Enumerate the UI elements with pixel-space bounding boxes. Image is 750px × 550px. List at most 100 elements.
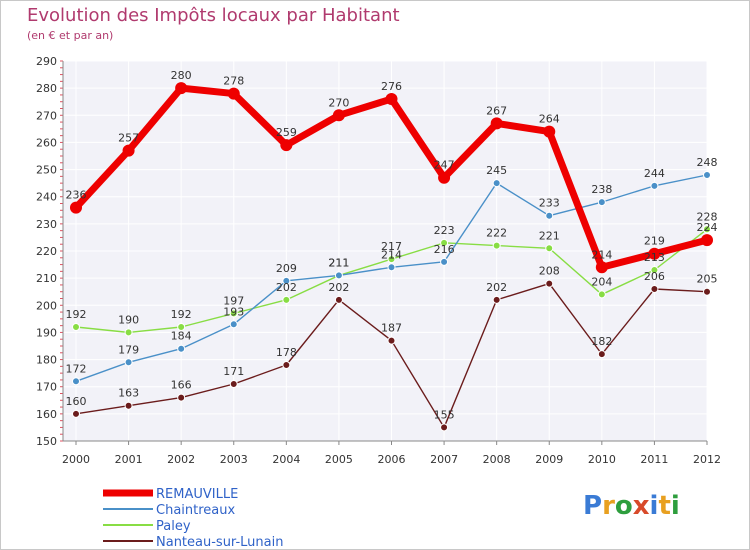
chart-subtitle: (en € et par an) — [27, 29, 114, 42]
data-point — [387, 336, 396, 345]
proxiti-logo: Proxiti — [583, 491, 680, 521]
data-point — [72, 409, 80, 418]
data-label: 270 — [328, 96, 349, 109]
data-point — [280, 139, 293, 152]
data-point — [597, 350, 606, 359]
data-label: 171 — [223, 365, 244, 378]
data-label: 257 — [118, 132, 139, 145]
x-tick-label: 2002 — [167, 453, 195, 466]
y-tick-label: 240 — [36, 191, 57, 204]
legend-label: REMAUVILLE — [156, 487, 238, 502]
data-point — [703, 287, 711, 296]
data-label: 205 — [697, 273, 718, 286]
data-label: 244 — [644, 167, 665, 180]
data-label: 163 — [118, 387, 139, 400]
x-tick-label: 2007 — [430, 453, 458, 466]
data-point — [595, 261, 608, 274]
data-point — [175, 82, 188, 95]
y-tick-label: 170 — [36, 381, 57, 394]
y-tick-label: 290 — [36, 55, 57, 68]
data-point — [543, 125, 556, 138]
data-label: 267 — [486, 104, 507, 117]
data-label: 217 — [381, 240, 402, 253]
data-point — [72, 323, 80, 331]
y-tick-label: 210 — [36, 272, 57, 285]
data-point — [650, 181, 659, 190]
data-point — [229, 380, 238, 388]
data-label: 182 — [591, 335, 612, 348]
data-label: 206 — [644, 270, 665, 283]
data-point — [177, 344, 186, 353]
data-point — [650, 285, 659, 293]
data-label: 238 — [591, 183, 612, 196]
y-tick-label: 260 — [36, 136, 57, 149]
data-point — [440, 257, 449, 266]
data-point — [597, 198, 606, 207]
y-tick-label: 150 — [36, 435, 57, 448]
y-tick-label: 190 — [36, 326, 57, 339]
data-label: 224 — [697, 221, 718, 234]
data-point — [334, 295, 343, 304]
data-label: 192 — [171, 308, 192, 321]
x-tick-label: 2003 — [220, 453, 248, 466]
data-point — [545, 211, 554, 220]
data-point — [227, 87, 240, 100]
x-tick-label: 2008 — [483, 453, 511, 466]
data-point — [282, 295, 291, 304]
x-tick-label: 2001 — [115, 453, 143, 466]
data-label: 221 — [539, 229, 560, 242]
data-label: 202 — [328, 281, 349, 294]
x-tick-label: 2006 — [378, 453, 406, 466]
data-label: 278 — [223, 75, 244, 88]
y-tick-label: 180 — [36, 354, 57, 367]
data-label: 202 — [486, 281, 507, 294]
data-point — [545, 244, 554, 253]
x-tick-label: 2004 — [272, 453, 300, 466]
data-label: 247 — [434, 159, 455, 172]
data-label: 219 — [644, 235, 665, 248]
y-tick-label: 160 — [36, 408, 57, 421]
y-tick-label: 250 — [36, 164, 57, 177]
legend-label: Chaintreaux — [156, 503, 235, 518]
legend-label: Nanteau-sur-Lunain — [156, 535, 283, 549]
data-label: 264 — [539, 113, 560, 126]
data-point — [597, 290, 606, 299]
data-point — [124, 358, 133, 367]
data-label: 223 — [434, 224, 455, 237]
data-label: 202 — [276, 281, 297, 294]
data-point — [177, 323, 186, 331]
data-point — [124, 401, 133, 410]
data-label: 211 — [328, 256, 349, 269]
data-label: 280 — [171, 69, 192, 82]
data-label: 204 — [591, 275, 612, 288]
y-tick-label: 280 — [36, 82, 57, 95]
data-point — [440, 423, 449, 432]
data-label: 155 — [434, 408, 455, 421]
data-label: 276 — [381, 80, 402, 93]
data-point — [122, 144, 135, 157]
data-point — [703, 171, 711, 179]
data-point — [332, 109, 345, 122]
x-tick-label: 2000 — [62, 453, 90, 466]
data-point — [492, 241, 501, 250]
data-point — [650, 266, 659, 274]
data-point — [177, 393, 186, 402]
data-label: 216 — [434, 243, 455, 256]
data-point — [229, 320, 238, 329]
data-point — [124, 328, 133, 337]
data-label: 178 — [276, 346, 297, 359]
y-tick-label: 220 — [36, 245, 57, 258]
data-label: 184 — [171, 330, 192, 343]
x-tick-label: 2009 — [535, 453, 563, 466]
data-point — [648, 247, 661, 260]
data-point — [229, 309, 238, 318]
data-label: 172 — [66, 362, 87, 375]
data-point — [490, 117, 503, 130]
data-point — [492, 295, 501, 304]
data-label: 236 — [66, 189, 87, 202]
data-label: 193 — [223, 305, 244, 318]
x-tick-label: 2005 — [325, 453, 353, 466]
data-point — [70, 201, 82, 214]
